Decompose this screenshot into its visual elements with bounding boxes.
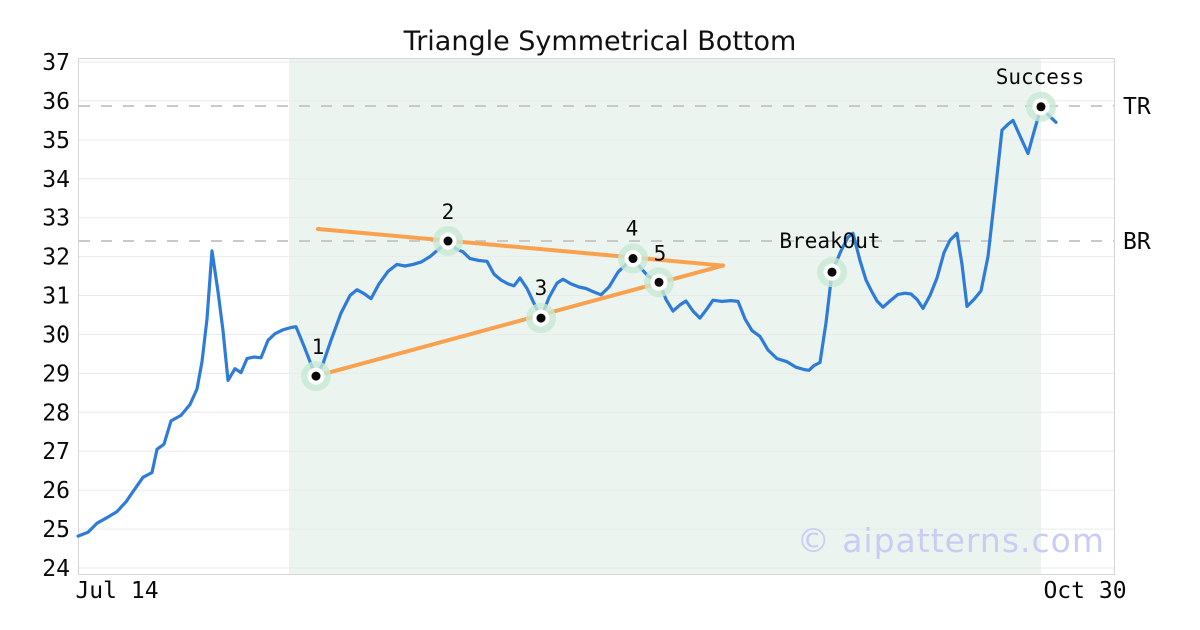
pattern-region: [289, 59, 1041, 574]
y-axis-tick-label: 26: [42, 478, 70, 504]
y-axis-tick-label: 36: [42, 89, 70, 115]
marker-dot: [1036, 102, 1046, 112]
level-label-tr: TR: [1123, 94, 1151, 120]
y-axis-tick-label: 25: [42, 517, 70, 543]
y-axis-tick-label: 27: [42, 439, 70, 465]
marker-label-1: 1: [312, 335, 325, 359]
marker-dot: [311, 371, 321, 381]
marker-label-2: 2: [442, 200, 455, 224]
marker-label-breakout: BreakOut: [779, 229, 880, 253]
marker-label-4: 4: [626, 217, 639, 241]
y-axis-tick-label: 28: [42, 400, 70, 426]
page-title: Triangle Symmetrical Bottom: [403, 26, 797, 57]
y-axis-tick-label: 37: [42, 50, 70, 76]
plot-border: [78, 58, 1115, 575]
marker-label-5: 5: [654, 241, 667, 265]
y-axis-tick-label: 29: [42, 361, 70, 387]
marker-dot: [443, 236, 453, 246]
x-axis-tick-label: Oct 30: [1043, 578, 1126, 604]
x-axis-tick-label: Jul 14: [75, 578, 158, 604]
price-line: [76, 106, 1058, 538]
y-axis-tick-label: 34: [42, 167, 70, 193]
watermark: © aipatterns.com: [796, 521, 1105, 560]
y-axis-tick-label: 33: [42, 206, 70, 232]
y-axis-tick-label: 35: [42, 128, 70, 154]
marker-dot: [536, 313, 546, 323]
y-axis-tick-label: 30: [42, 322, 70, 348]
marker-dot: [628, 254, 638, 264]
marker-label-success: Success: [996, 65, 1085, 89]
y-axis-tick-label: 31: [42, 284, 70, 310]
y-axis-tick-label: 32: [42, 245, 70, 271]
y-axis-tick-label: 24: [42, 556, 70, 582]
level-label-br: BR: [1123, 229, 1151, 255]
trendline-upper: [316, 226, 725, 268]
marker-dot: [654, 277, 664, 287]
marker-dot: [827, 267, 837, 277]
marker-label-3: 3: [535, 276, 548, 300]
